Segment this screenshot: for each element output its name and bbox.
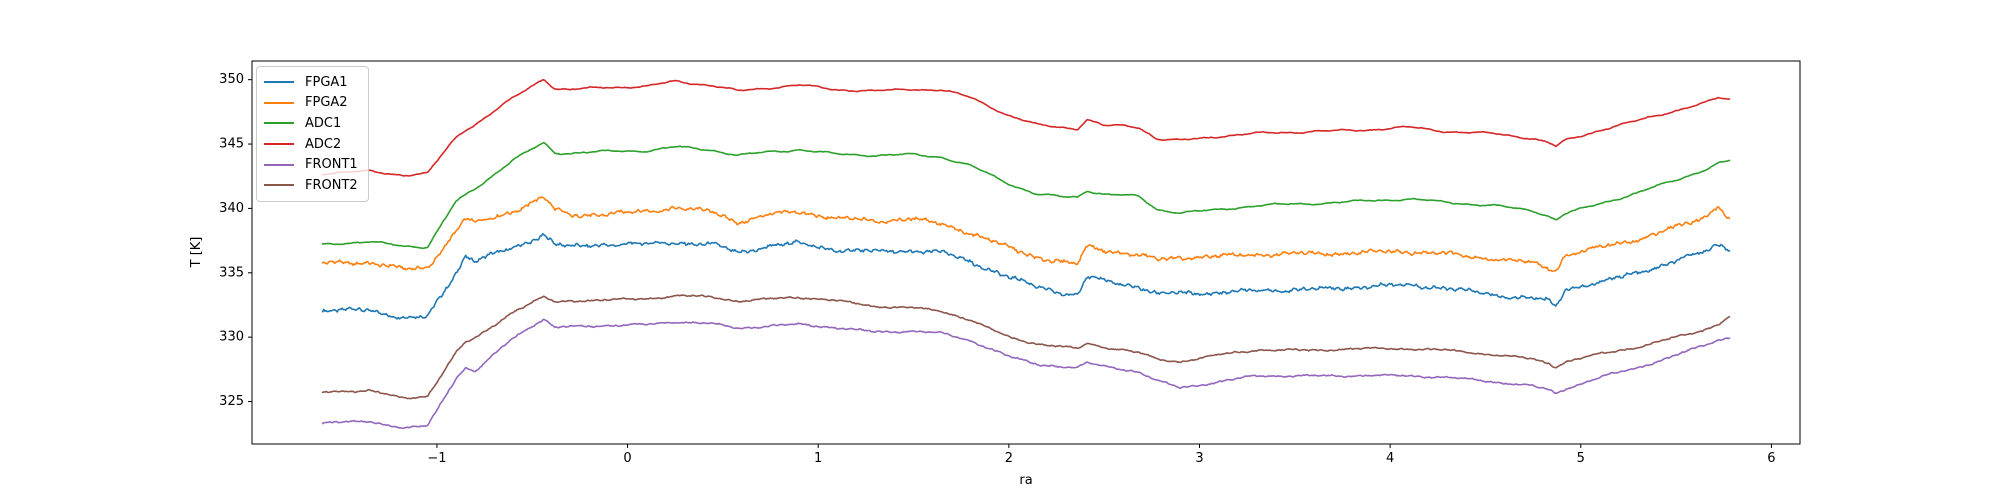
x-tick-label: 6 [1767, 451, 1775, 466]
series-line-FRONT2 [321, 294, 1731, 400]
legend-line-swatch [264, 184, 294, 187]
legend-line-swatch [264, 163, 294, 166]
legend-label: FPGA2 [305, 95, 348, 111]
legend-line-swatch [264, 101, 294, 104]
x-tick-label: −1 [427, 451, 446, 466]
legend-line-swatch [264, 122, 294, 125]
y-tick-label: 335 [219, 265, 244, 280]
legend-item-ADC1: ADC1 [264, 113, 358, 134]
legend-label: ADC1 [305, 115, 342, 131]
legend-label: FRONT1 [305, 157, 358, 173]
x-tick-label: 2 [1005, 451, 1013, 466]
legend-item-FPGA2: FPGA2 [264, 93, 358, 114]
x-axis-label: ra [1019, 473, 1032, 488]
series-line-ADC2 [321, 79, 1731, 177]
x-tick-label: 5 [1577, 451, 1585, 466]
legend-label: FPGA1 [305, 74, 348, 90]
series-line-ADC1 [321, 141, 1731, 250]
x-tick-label: 3 [1195, 451, 1203, 466]
y-tick-label: 325 [219, 394, 244, 409]
series-line-FRONT1 [321, 318, 1731, 430]
plot-border [251, 60, 1801, 445]
x-tick-label: 1 [814, 451, 822, 466]
y-tick-label: 330 [219, 330, 244, 345]
x-tick-label: 0 [623, 451, 631, 466]
legend: FPGA1 FPGA2 ADC1 ADC2 FRONT1 FRONT2 [256, 66, 369, 202]
y-axis-label: T [K] [189, 237, 204, 269]
y-tick-label: 350 [219, 72, 244, 87]
y-tick-label: 340 [219, 201, 244, 216]
legend-item-FPGA1: FPGA1 [264, 72, 358, 93]
legend-label: FRONT2 [305, 177, 358, 193]
series-group [321, 79, 1731, 430]
legend-item-FRONT1: FRONT1 [264, 154, 358, 175]
legend-line-swatch [264, 81, 294, 84]
y-tick-label: 345 [219, 137, 244, 152]
x-tick-label: 4 [1386, 451, 1394, 466]
legend-item-ADC2: ADC2 [264, 134, 358, 155]
legend-label: ADC2 [305, 136, 342, 152]
series-line-FPGA2 [321, 196, 1731, 273]
legend-line-swatch [264, 143, 294, 146]
series-line-FPGA1 [321, 232, 1731, 320]
legend-item-FRONT2: FRONT2 [264, 175, 358, 196]
